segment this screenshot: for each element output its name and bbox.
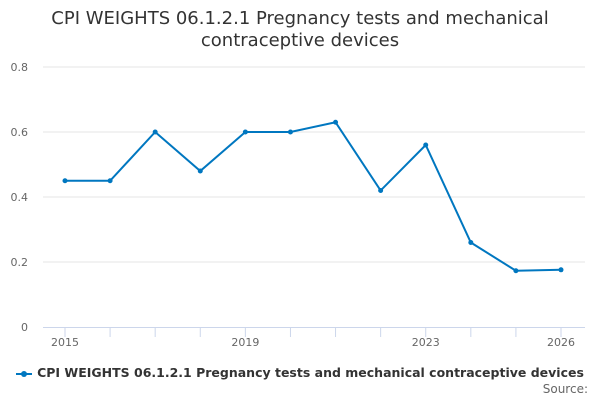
data-point	[558, 267, 564, 273]
data-point	[62, 178, 68, 184]
data-point	[107, 178, 113, 184]
source-label: Source:	[542, 382, 588, 396]
data-point	[423, 142, 429, 148]
data-point	[378, 188, 384, 193]
y-tick-label: 0.2	[11, 256, 29, 269]
series-line	[65, 121, 562, 272]
data-point	[513, 268, 519, 274]
x-tick-label: 2019	[231, 336, 259, 349]
y-tick-label: 0	[21, 321, 28, 334]
legend-swatch-icon	[16, 370, 33, 377]
data-point	[242, 129, 248, 135]
data-point	[333, 119, 339, 125]
x-tick-label: 2023	[412, 336, 440, 349]
legend-label: CPI WEIGHTS 06.1.2.1 Pregnancy tests and…	[37, 365, 584, 380]
legend-item[interactable]: CPI WEIGHTS 06.1.2.1 Pregnancy tests and…	[0, 365, 600, 380]
y-tick-label: 0.8	[11, 61, 29, 74]
data-point	[287, 129, 293, 135]
chart-title: CPI WEIGHTS 06.1.2.1 Pregnancy tests and…	[51, 8, 549, 51]
y-tick-label: 0.4	[11, 191, 29, 204]
data-point	[152, 129, 158, 135]
x-tick-label: 2026	[547, 336, 575, 349]
data-point	[197, 168, 203, 174]
y-tick-label: 0.6	[11, 126, 29, 139]
x-tick-label: 2015	[51, 336, 79, 349]
data-point	[468, 240, 474, 245]
